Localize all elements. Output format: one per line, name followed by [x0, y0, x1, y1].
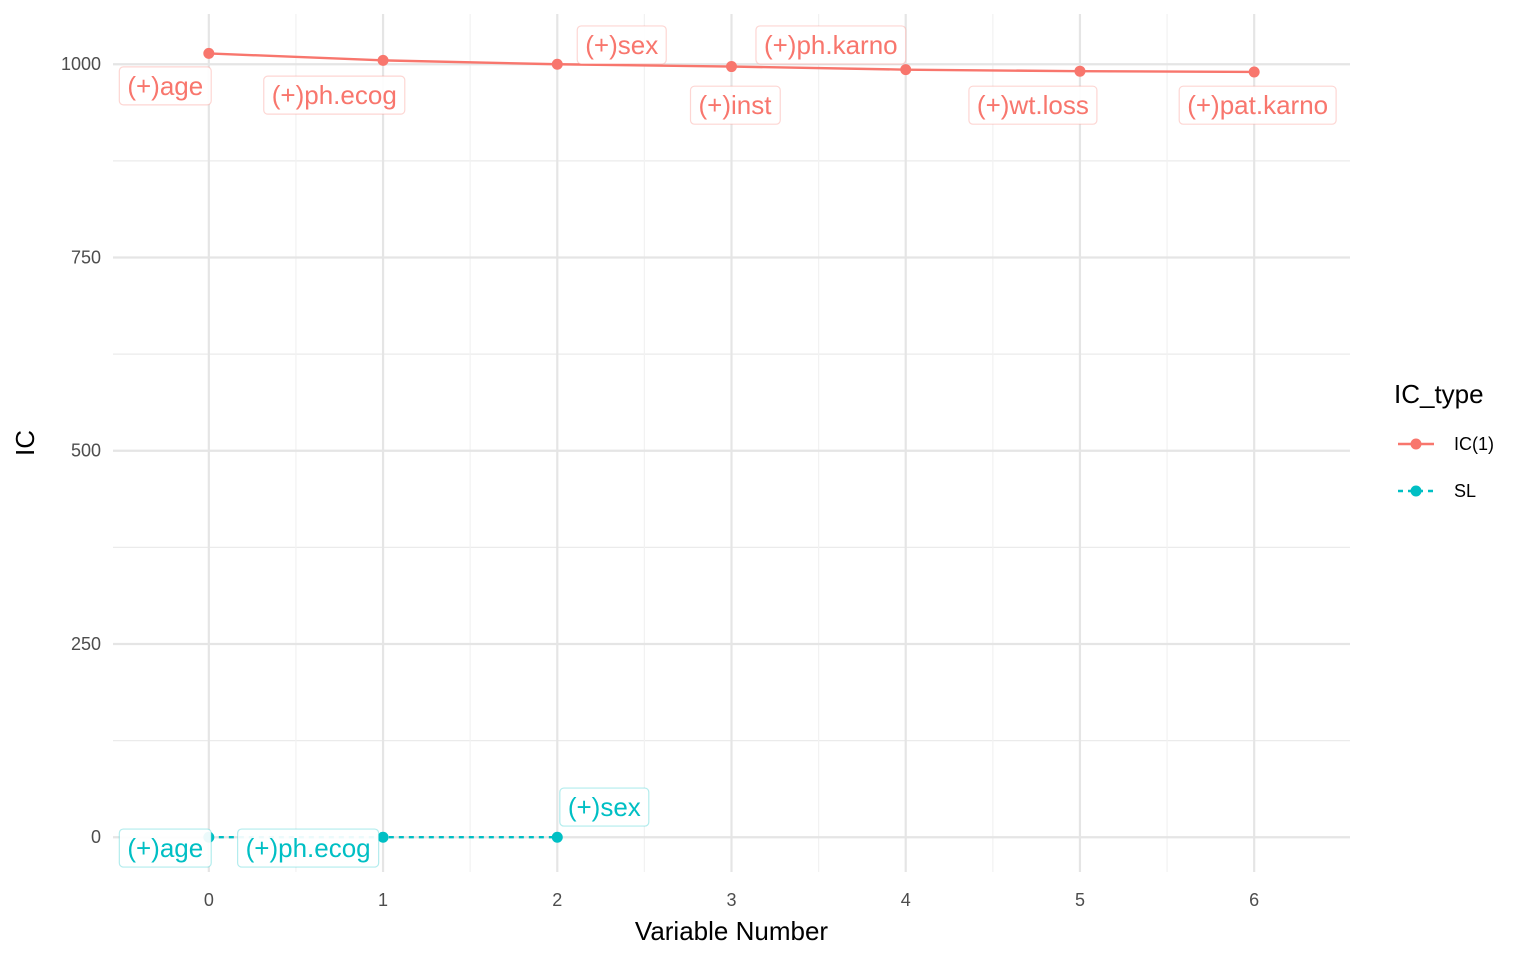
- legend-label: IC(1): [1454, 434, 1494, 454]
- data-point: [551, 58, 563, 70]
- y-tick-label: 250: [71, 634, 101, 654]
- data-point: [203, 47, 215, 59]
- legend-item: SL: [1398, 481, 1476, 501]
- point-label: (+)ph.ecog: [263, 75, 406, 115]
- legend-title: IC_type: [1394, 379, 1484, 409]
- x-tick-label: 3: [726, 890, 736, 910]
- data-point: [551, 831, 563, 843]
- point-label-text: (+)inst: [699, 90, 773, 120]
- x-tick-label: 4: [901, 890, 911, 910]
- data-point: [1074, 65, 1086, 77]
- point-label-box: [559, 787, 650, 827]
- point-label-box: [689, 85, 781, 125]
- point-label-text: (+)wt.loss: [977, 90, 1089, 120]
- legend: IC_type IC(1) SL: [1394, 379, 1494, 501]
- point-label-text: (+)age: [127, 833, 203, 863]
- y-tick-label: 0: [91, 827, 101, 847]
- point-label: (+)ph.karno: [755, 25, 907, 65]
- x-tick-label: 6: [1249, 890, 1259, 910]
- data-point: [900, 64, 912, 76]
- y-tick-label: 750: [71, 247, 101, 267]
- point-label-box: [576, 25, 667, 65]
- legend-key-point: [1410, 485, 1422, 497]
- grid-lines: [113, 14, 1350, 872]
- point-label-box: [237, 828, 380, 868]
- point-label-box: [263, 75, 406, 115]
- x-tick-label: 0: [204, 890, 214, 910]
- point-label-box: [1178, 85, 1337, 125]
- point-label-text: (+)sex: [568, 792, 641, 822]
- axes: 0 1 2 3 4 5 6 0 250 500 750 1000 Variable Number IC: [10, 54, 1259, 946]
- data-point: [377, 831, 389, 843]
- legend-item: IC(1): [1398, 434, 1494, 454]
- data-point: [1248, 66, 1260, 78]
- point-label-text: (+)ph.karno: [764, 30, 898, 60]
- point-labels: (+)age (+)ph.ecog (+)sex (+)inst (+)ph.karno…: [118, 25, 1337, 868]
- point-label-box: [968, 85, 1098, 125]
- point-label-box: [755, 25, 907, 65]
- point-label: (+)sex: [576, 25, 667, 65]
- point-label: (+)ph.ecog: [237, 828, 380, 868]
- point-label-text: (+)sex: [585, 30, 658, 60]
- data-points: [203, 47, 1260, 843]
- data-point: [726, 61, 737, 73]
- legend-key-point: [1410, 438, 1422, 450]
- point-label-text: (+)ph.ecog: [272, 80, 397, 110]
- x-tick-label: 5: [1075, 890, 1085, 910]
- point-label-box: [118, 828, 212, 868]
- point-label-text: (+)age: [127, 71, 203, 101]
- x-tick-label: 2: [552, 890, 562, 910]
- legend-label: SL: [1454, 481, 1476, 501]
- point-label: (+)sex: [559, 787, 650, 827]
- point-label: (+)age: [118, 66, 212, 106]
- y-tick-label: 500: [71, 441, 101, 461]
- data-point: [377, 54, 389, 66]
- y-tick-label: 1000: [61, 54, 101, 74]
- x-axis-title: Variable Number: [635, 916, 829, 946]
- point-label: (+)wt.loss: [968, 85, 1098, 125]
- point-label: (+)age: [118, 828, 212, 868]
- point-label-text: (+)pat.karno: [1187, 90, 1328, 120]
- y-axis-title: IC: [10, 430, 40, 456]
- x-tick-label: 1: [378, 890, 388, 910]
- point-label-text: (+)ph.ecog: [246, 833, 371, 863]
- point-label: (+)inst: [689, 85, 781, 125]
- point-label-box: [118, 66, 212, 106]
- point-label: (+)pat.karno: [1178, 85, 1337, 125]
